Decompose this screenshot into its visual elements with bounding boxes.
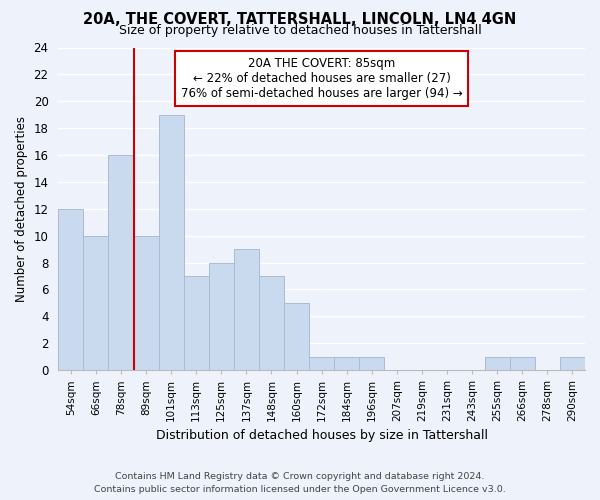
Bar	[259, 276, 284, 370]
Bar	[359, 356, 385, 370]
Bar	[284, 303, 309, 370]
Bar	[83, 236, 109, 370]
Text: 20A THE COVERT: 85sqm
← 22% of detached houses are smaller (27)
76% of semi-deta: 20A THE COVERT: 85sqm ← 22% of detached …	[181, 57, 463, 100]
Y-axis label: Number of detached properties: Number of detached properties	[15, 116, 28, 302]
Bar	[510, 356, 535, 370]
Bar	[309, 356, 334, 370]
Bar	[209, 262, 234, 370]
Text: Size of property relative to detached houses in Tattershall: Size of property relative to detached ho…	[119, 24, 481, 37]
Text: Contains HM Land Registry data © Crown copyright and database right 2024.
Contai: Contains HM Land Registry data © Crown c…	[94, 472, 506, 494]
Bar	[134, 236, 158, 370]
Bar	[58, 209, 83, 370]
Bar	[334, 356, 359, 370]
Bar	[560, 356, 585, 370]
Bar	[234, 249, 259, 370]
Text: 20A, THE COVERT, TATTERSHALL, LINCOLN, LN4 4GN: 20A, THE COVERT, TATTERSHALL, LINCOLN, L…	[83, 12, 517, 28]
Bar	[184, 276, 209, 370]
Bar	[485, 356, 510, 370]
Bar	[109, 155, 134, 370]
Bar	[158, 114, 184, 370]
X-axis label: Distribution of detached houses by size in Tattershall: Distribution of detached houses by size …	[155, 430, 488, 442]
